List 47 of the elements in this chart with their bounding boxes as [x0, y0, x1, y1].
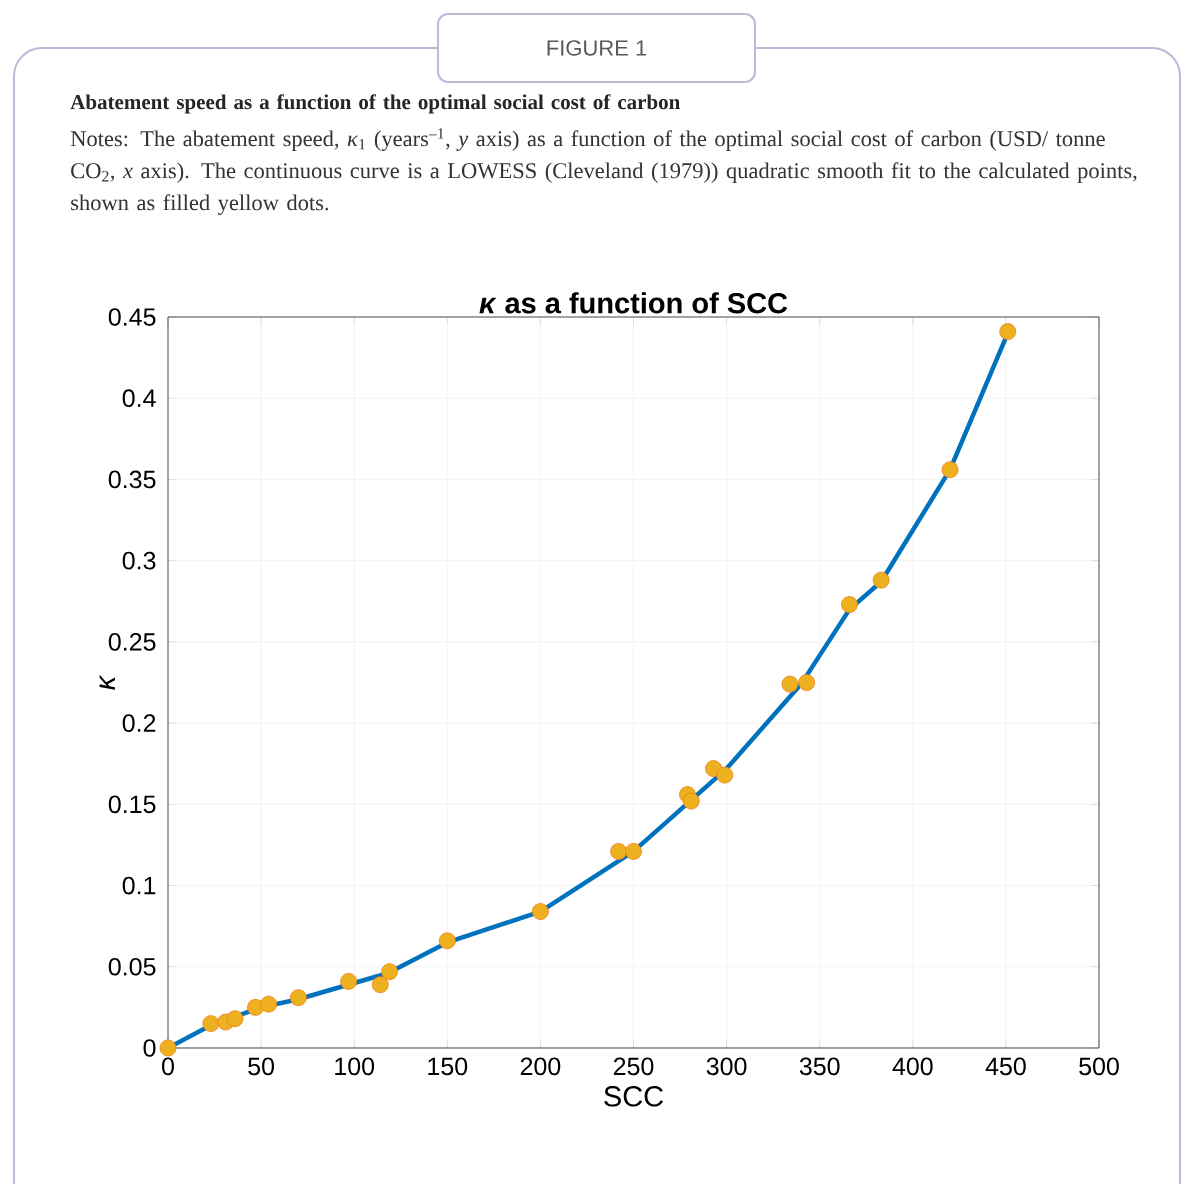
point [202, 1015, 220, 1033]
point [381, 963, 398, 981]
point [872, 571, 890, 589]
point [532, 903, 549, 920]
point [289, 989, 307, 1007]
y-tick-label: 0.35 [108, 470, 156, 489]
y-tick-label: 0.2 [122, 714, 156, 732]
point [999, 323, 1017, 341]
x-tick-label: 450 [985, 1057, 1026, 1076]
point [625, 843, 642, 860]
text: Notes: The abatement speed, κ$_{1}$ (years$^{–1}$, y axis) as a function of the optimal social cost of carbon (USD/ tonne CO$_{2}$, x axis). The continuous curve is a LOWESS (Cleveland (1979)) quadratic smooth fit to the calculated points, shown as filled yellow dots. [70, 128, 1137, 215]
point [841, 596, 858, 613]
x-tick-label: 100 [335, 1057, 375, 1076]
x-tick-label: 500 [1079, 1057, 1119, 1076]
x-tick-label: 200 [520, 1057, 561, 1076]
y-tick-label: 0.1 [122, 876, 156, 895]
caption: FIGURE 1 [547, 40, 647, 56]
point [159, 1039, 177, 1057]
x-tick-label: 0 [162, 1057, 174, 1076]
x-tick-label: 300 [706, 1057, 747, 1076]
point [438, 932, 456, 950]
x-tick-label: 250 [613, 1057, 654, 1076]
chart-title: κ as a function of SCC [479, 292, 788, 314]
text: Abatement speed as a function of the optimal social cost of carbon [70, 94, 680, 114]
y-tick-label: 0.15 [108, 795, 156, 814]
y-tick-label: 0.45 [108, 308, 156, 326]
point [340, 972, 358, 990]
x-tick-label: 150 [428, 1057, 468, 1076]
point [682, 792, 700, 810]
point [371, 976, 389, 994]
x-tick-label: 350 [799, 1057, 840, 1076]
x-axis-title: SCC [604, 1086, 664, 1107]
y-tick-label: 0.25 [108, 633, 156, 651]
point [716, 766, 734, 784]
y-tick-label: 0.4 [122, 389, 156, 408]
x-tick-label: 50 [248, 1057, 275, 1076]
y-tick-label: 0.3 [122, 551, 156, 570]
point [610, 843, 628, 860]
y-tick-label: 0 [143, 1039, 156, 1057]
point [798, 674, 816, 691]
x-tick-label: 400 [892, 1057, 933, 1076]
point [941, 461, 959, 479]
point [226, 1010, 244, 1028]
y-axis-title: κ [99, 674, 115, 690]
y-tick-label: 0.05 [108, 957, 156, 976]
point [260, 995, 277, 1013]
point [781, 675, 799, 693]
